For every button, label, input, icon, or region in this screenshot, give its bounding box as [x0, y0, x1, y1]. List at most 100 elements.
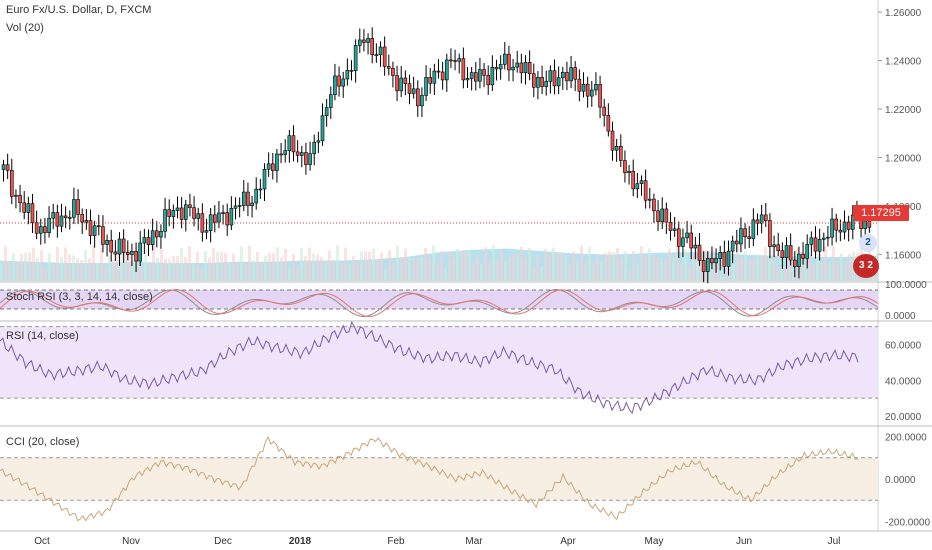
volume-bar [508, 256, 511, 281]
volume-bar [756, 254, 759, 281]
stoch-band [0, 290, 878, 309]
volume-bar [652, 255, 655, 281]
last-price-tag: 1.17295 [853, 205, 909, 221]
volume-bar [120, 251, 123, 281]
candle-body [809, 237, 814, 245]
volume-bar [172, 256, 175, 281]
candle-body [697, 244, 702, 261]
volume-bar [24, 252, 27, 281]
volume-bar [280, 257, 283, 281]
candle-body [167, 209, 172, 217]
volume-bar [244, 262, 247, 281]
candle-body [188, 204, 192, 208]
candle-body [759, 214, 764, 224]
volume-bar [288, 267, 291, 281]
candle-body [552, 70, 557, 87]
candle-body [660, 208, 665, 222]
volume-bar [436, 264, 439, 281]
candle-body [693, 244, 698, 249]
candle-body [867, 220, 872, 228]
candle-body [125, 252, 130, 255]
volume-bar [472, 261, 475, 281]
candle-body [705, 258, 710, 272]
volume-bar [808, 254, 811, 281]
volume-label: Vol (20) [6, 22, 44, 34]
stoch-k-line [0, 288, 879, 318]
time-axis-label-2: Dec [214, 536, 232, 547]
candle-body [498, 63, 503, 70]
volume-bar [800, 251, 803, 281]
candle-body [357, 39, 362, 46]
time-axis-label-3: 2018 [289, 536, 312, 547]
volume-bar [748, 259, 751, 281]
candle-body [88, 220, 93, 236]
volume-bar [792, 256, 795, 281]
stoch-tick-label-0: 100.0000 [885, 280, 927, 291]
time-axis-label-9: Jul [828, 536, 841, 547]
volume-bar [160, 249, 163, 281]
candle-body [30, 203, 35, 223]
candle-body [14, 194, 18, 197]
event-badge-icon[interactable]: 2 [859, 234, 877, 252]
volume-bar [788, 249, 791, 281]
volume-bar [304, 256, 307, 281]
volume-bar [372, 248, 375, 281]
rsi-tick-label-1: 40.0000 [885, 376, 922, 387]
volume-bar [168, 258, 171, 281]
volume-bar [640, 246, 643, 281]
candle-body [863, 220, 868, 229]
volume-bar [20, 254, 23, 281]
volume-bar [496, 259, 499, 281]
volume-bar [364, 251, 367, 281]
volume-bar [312, 253, 315, 281]
candle-body [366, 38, 370, 43]
candle-body [606, 115, 611, 132]
volume-bar [500, 251, 503, 281]
volume-bar [584, 262, 587, 281]
volume-bar [676, 245, 679, 281]
volume-bar [260, 263, 263, 281]
candle-body [266, 163, 271, 170]
volume-bar [752, 258, 755, 281]
volume-bar [116, 250, 119, 281]
volume-bar [256, 252, 259, 281]
volume-bar [444, 268, 447, 281]
cci-tick-label-0: 200.0000 [885, 433, 927, 444]
stoch-d-line [0, 289, 879, 318]
volume-bar [32, 247, 35, 281]
candle-body [411, 88, 416, 94]
flag-badge-icon[interactable]: 3 2 [853, 254, 879, 278]
candle-body [788, 245, 793, 261]
candle-body [482, 69, 486, 76]
volume-bar [84, 249, 87, 281]
candle-body [589, 89, 594, 97]
volume-bar [832, 246, 835, 281]
volume-bar [336, 245, 339, 281]
candle-body [507, 53, 511, 71]
candle-body [569, 67, 573, 82]
volume-bar [64, 247, 67, 281]
volume-bar [780, 253, 783, 281]
candle-body [34, 222, 39, 234]
volume-bar [236, 263, 239, 281]
volume-bar [184, 257, 187, 281]
volume-bar [112, 260, 115, 281]
candle-body [18, 194, 22, 204]
candle-body [221, 212, 225, 214]
candle-body [449, 59, 453, 62]
candle-body [594, 83, 598, 91]
candle-body [84, 220, 89, 223]
volume-bar [480, 264, 483, 281]
candle-body [146, 237, 151, 245]
volume-bar [812, 264, 815, 281]
volume-bar [40, 249, 43, 281]
volume-bar [548, 256, 551, 281]
candle-body [457, 58, 462, 62]
volume-bar [28, 252, 31, 281]
candle-body [80, 214, 85, 223]
candle-body [349, 69, 354, 72]
candle-body [63, 215, 68, 219]
volume-bar [104, 265, 107, 281]
volume-bar [296, 265, 299, 281]
